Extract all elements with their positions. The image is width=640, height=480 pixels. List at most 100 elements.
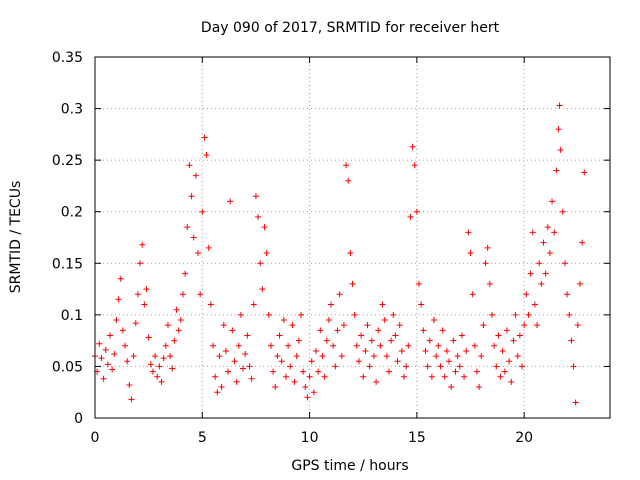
- plot-frame: [94, 56, 611, 419]
- data-point: [126, 381, 133, 388]
- data-point: [248, 375, 255, 382]
- data-point: [164, 322, 171, 329]
- data-point: [195, 249, 201, 256]
- data-point: [534, 322, 541, 329]
- data-point: [437, 363, 444, 370]
- data-point: [319, 353, 326, 360]
- data-point: [197, 291, 204, 298]
- data-point: [398, 347, 405, 354]
- data-point: [188, 193, 195, 200]
- data-point: [497, 373, 504, 380]
- data-point: [203, 151, 210, 158]
- data-point: [405, 342, 412, 349]
- data-point: [306, 373, 313, 380]
- data-point: [478, 353, 485, 360]
- data-point: [300, 368, 307, 375]
- data-point: [516, 332, 523, 339]
- y-tick-label: 0.1: [61, 308, 83, 324]
- data-point: [100, 375, 107, 382]
- data-point: [465, 229, 472, 236]
- data-point: [355, 358, 362, 365]
- data-point: [212, 373, 219, 380]
- data-point: [124, 358, 131, 365]
- data-point: [482, 260, 489, 267]
- data-point: [313, 347, 320, 354]
- data-point: [192, 172, 199, 179]
- data-point: [315, 368, 322, 375]
- data-point: [298, 311, 304, 318]
- data-point: [347, 249, 354, 256]
- data-point: [321, 373, 328, 380]
- data-point: [167, 353, 174, 360]
- data-point: [407, 213, 414, 220]
- data-point: [244, 332, 251, 339]
- data-point: [134, 291, 141, 298]
- data-point: [433, 353, 440, 360]
- data-point: [486, 280, 493, 287]
- x-tick-label: 0: [91, 430, 100, 446]
- data-point: [549, 198, 556, 205]
- data-point: [107, 332, 114, 339]
- data-point: [480, 322, 487, 329]
- data-point: [104, 361, 111, 368]
- data-point: [512, 311, 519, 318]
- data-point: [544, 224, 551, 231]
- data-point: [201, 134, 208, 141]
- data-point: [351, 311, 358, 318]
- data-point: [325, 317, 332, 324]
- y-tick-label: 0.05: [52, 359, 83, 375]
- data-point: [542, 270, 549, 277]
- data-point: [199, 208, 206, 215]
- data-point: [450, 337, 457, 344]
- data-point: [527, 270, 534, 277]
- data-point: [186, 162, 193, 169]
- data-point: [169, 365, 176, 372]
- data-point: [467, 249, 474, 256]
- data-point: [340, 322, 347, 329]
- data-point: [255, 213, 262, 220]
- data-point: [568, 337, 575, 344]
- data-point: [458, 332, 465, 339]
- data-point: [540, 239, 547, 246]
- data-point: [456, 363, 463, 370]
- data-point: [141, 301, 148, 308]
- data-point: [411, 162, 418, 169]
- data-point: [392, 332, 399, 339]
- data-point: [353, 342, 360, 349]
- data-point: [553, 167, 560, 174]
- data-point: [452, 368, 459, 375]
- data-point: [270, 368, 277, 375]
- x-tick-label: 5: [198, 430, 207, 446]
- data-point: [154, 373, 161, 380]
- data-point: [308, 358, 315, 365]
- data-point: [111, 351, 118, 358]
- data-point: [388, 337, 395, 344]
- data-point: [182, 270, 189, 277]
- data-point: [179, 291, 186, 298]
- x-tick-label: 15: [408, 430, 426, 446]
- data-point: [555, 126, 562, 133]
- data-point: [519, 363, 526, 370]
- data-point: [385, 368, 392, 375]
- data-points: [92, 102, 588, 406]
- data-point: [574, 322, 581, 329]
- data-point: [416, 280, 423, 287]
- data-point: [504, 327, 510, 334]
- x-tick-labels: 0 5 10 15 20: [91, 430, 534, 446]
- data-point: [137, 260, 144, 267]
- data-point: [523, 291, 530, 298]
- data-point: [420, 327, 427, 334]
- data-point: [257, 260, 264, 267]
- data-point: [128, 396, 135, 403]
- data-point: [119, 327, 126, 334]
- data-point: [551, 229, 558, 236]
- data-point: [343, 162, 350, 169]
- data-point: [117, 275, 124, 282]
- data-point: [476, 384, 483, 391]
- data-point: [246, 363, 253, 370]
- data-point: [240, 365, 247, 372]
- data-point: [572, 399, 579, 406]
- data-point: [267, 342, 274, 349]
- data-point: [115, 296, 122, 303]
- data-point: [394, 358, 401, 365]
